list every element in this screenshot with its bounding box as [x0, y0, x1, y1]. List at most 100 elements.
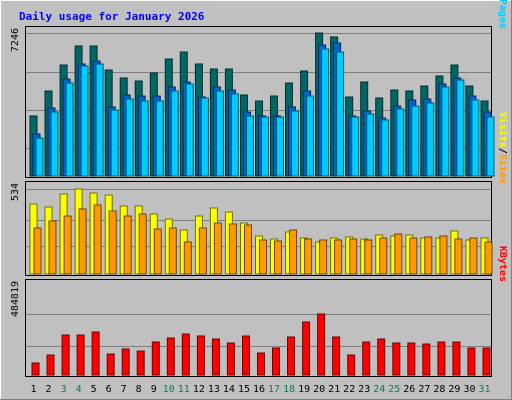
- bar-sites-day-21: [334, 239, 343, 275]
- bar-kbytes-day-2: [46, 354, 55, 376]
- x-tick-label-day-19: 19: [298, 384, 310, 395]
- bar-kbytes-day-23: [362, 341, 371, 376]
- x-tick-label-day-10: 10: [163, 384, 175, 395]
- x-tick-label-day-1: 1: [30, 384, 36, 395]
- bar-sites-day-24: [379, 237, 388, 275]
- x-tick-label-day-28: 28: [433, 384, 445, 395]
- bar-sites-day-10: [168, 227, 177, 275]
- bar-sites-day-7: [123, 215, 132, 275]
- bar-sites-day-5: [93, 204, 102, 275]
- bar-kbytes-day-4: [76, 334, 85, 376]
- y-axis-max-label: 534: [10, 183, 21, 201]
- bar-kbytes-day-15: [242, 335, 250, 376]
- x-tick-label-day-2: 2: [45, 384, 51, 395]
- bar-kbytes-day-1: [31, 362, 40, 376]
- x-tick-label-day-13: 13: [208, 384, 220, 395]
- bar-pages-day-14: [230, 93, 239, 177]
- bar-pages-day-27: [426, 102, 435, 177]
- bar-kbytes-day-7: [121, 348, 130, 376]
- bar-pages-day-13: [215, 90, 224, 177]
- bar-sites-day-11: [183, 241, 192, 275]
- bar-pages-day-1: [35, 137, 44, 177]
- bar-pages-day-4: [80, 65, 89, 177]
- bar-sites-day-28: [439, 235, 448, 275]
- bar-kbytes-day-31: [482, 347, 491, 376]
- bar-pages-day-6: [110, 109, 119, 177]
- bar-pages-day-3: [65, 82, 74, 177]
- bar-kbytes-day-8: [136, 350, 145, 376]
- bar-kbytes-day-12: [196, 335, 205, 376]
- x-tick-label-day-31: 31: [478, 384, 490, 395]
- bar-sites-day-14: [228, 223, 237, 275]
- legend-entry: /: [497, 148, 508, 154]
- bar-kbytes-day-17: [272, 347, 280, 376]
- bar-sites-day-19: [304, 238, 313, 275]
- legend-entry: Sites: [497, 154, 509, 184]
- x-tick-label-day-17: 17: [268, 384, 280, 395]
- bar-sites-day-26: [409, 237, 418, 275]
- x-tick-label-day-27: 27: [418, 384, 430, 395]
- bar-pages-day-22: [351, 116, 360, 177]
- bar-kbytes-day-27: [422, 343, 431, 376]
- x-tick-label-day-3: 3: [61, 384, 67, 395]
- bar-sites-day-31: [484, 241, 493, 275]
- legend-entry: Pages: [497, 0, 508, 29]
- bar-kbytes-day-16: [257, 352, 265, 376]
- chart-panel-2: 534 Visits/Sites: [10, 112, 509, 276]
- bar-sites-day-17: [274, 240, 282, 275]
- x-tick-label-day-18: 18: [283, 384, 295, 395]
- bar-kbytes-day-22: [347, 354, 356, 376]
- bar-pages-day-18: [291, 110, 299, 177]
- x-axis-labels: 1 2 3 4 5 6 7 8 9 10 11 12 13 14 15 16 17 18 19 20 21 22 23 24 2…: [30, 384, 490, 395]
- bar-kbytes-day-11: [181, 333, 190, 376]
- chart-title: Daily usage for January 2026: [19, 10, 205, 23]
- x-tick-label-day-16: 16: [253, 384, 265, 395]
- bar-kbytes-day-5: [91, 331, 100, 376]
- bar-pages-day-2: [50, 111, 59, 177]
- bar-kbytes-day-29: [452, 341, 461, 376]
- x-tick-label-day-5: 5: [91, 384, 97, 395]
- panel-legend: Visits/Sites: [497, 112, 509, 184]
- bar-sites-day-6: [108, 210, 117, 275]
- bar-kbytes-day-14: [226, 342, 235, 376]
- bar-sites-day-3: [63, 215, 72, 275]
- bar-sites-day-4: [78, 208, 87, 275]
- bar-kbytes-day-21: [332, 336, 341, 376]
- x-tick-label-day-26: 26: [403, 384, 415, 395]
- bar-sites-day-13: [213, 222, 222, 275]
- bar-sites-day-8: [138, 213, 147, 275]
- bar-pages-day-16: [261, 116, 269, 177]
- bar-sites-day-2: [48, 220, 57, 275]
- x-tick-label-day-7: 7: [121, 384, 127, 395]
- bar-sites-day-1: [33, 227, 42, 275]
- bar-sites-day-30: [469, 237, 478, 275]
- bar-pages-day-9: [155, 100, 164, 177]
- bar-kbytes-day-26: [407, 342, 416, 376]
- chart-panels: 7246 Hits/Files/Pages 534 Visits/Sites 48481…: [10, 0, 509, 377]
- y-axis-max-label: 484819: [10, 281, 21, 317]
- bar-pages-day-15: [246, 115, 254, 177]
- x-tick-label-day-8: 8: [136, 384, 142, 395]
- x-tick-label-day-12: 12: [193, 384, 205, 395]
- bar-sites-day-20: [319, 239, 328, 275]
- bar-sites-day-27: [424, 236, 433, 275]
- bar-sites-day-18: [289, 229, 297, 275]
- bar-kbytes-day-3: [61, 334, 70, 376]
- x-tick-label-day-21: 21: [328, 384, 340, 395]
- x-tick-label-day-20: 20: [313, 384, 325, 395]
- bar-kbytes-day-6: [106, 353, 115, 376]
- x-tick-label-day-25: 25: [388, 384, 400, 395]
- x-tick-label-day-30: 30: [463, 384, 475, 395]
- bar-pages-day-20: [321, 48, 330, 177]
- bar-kbytes-day-19: [302, 321, 311, 376]
- legend-entry: KBytes: [497, 246, 508, 282]
- bar-sites-day-22: [349, 238, 358, 275]
- panel-legend: KBytes: [497, 246, 508, 282]
- bar-pages-day-31: [486, 116, 495, 177]
- bar-pages-day-11: [185, 83, 194, 177]
- bar-pages-day-24: [381, 119, 390, 177]
- bar-sites-day-12: [198, 227, 207, 275]
- x-tick-label-day-14: 14: [223, 384, 235, 395]
